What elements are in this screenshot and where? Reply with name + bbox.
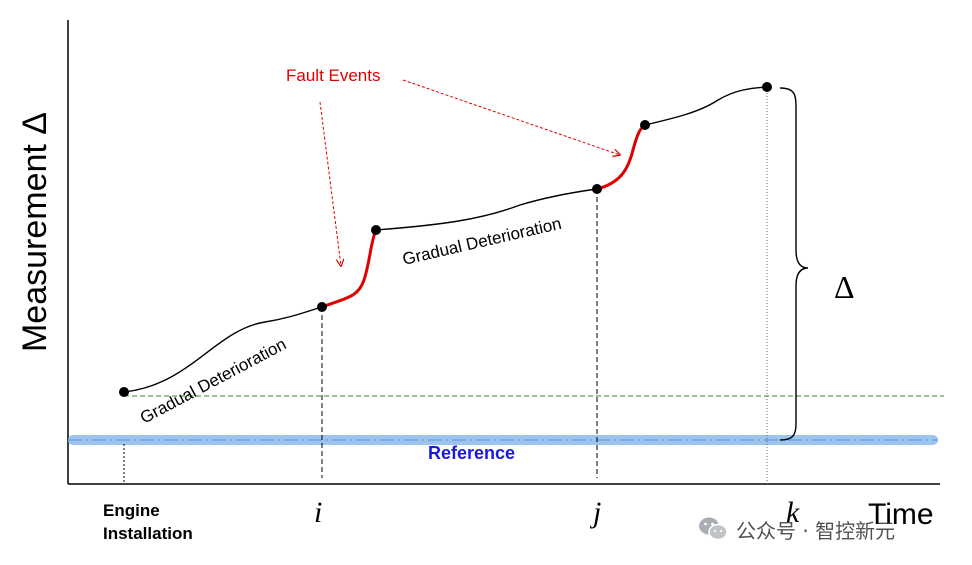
x-tick-k: k <box>786 496 800 529</box>
watermark: 公众号 · 智控新元 <box>696 512 895 546</box>
fault-arrow-1 <box>319 101 341 266</box>
x-tick-engine-line1: Engine <box>103 501 160 520</box>
x-tick-j: j <box>589 496 601 529</box>
point-engine <box>119 387 129 397</box>
x-tick-engine-line2: Installation <box>103 524 193 543</box>
fault-segment-2 <box>596 123 646 191</box>
point-fault1-end <box>371 225 381 235</box>
fault-segment-1 <box>321 229 378 309</box>
watermark-text: 公众号 · 智控新元 <box>736 518 896 543</box>
gradual-label-2: Gradual Deterioration <box>401 214 564 269</box>
y-axis-label: Measurement Δ <box>16 112 54 352</box>
delta-label: Δ <box>834 269 855 305</box>
gradual-curve-1 <box>123 306 323 393</box>
delta-brace <box>779 87 809 441</box>
reference-label: Reference <box>428 443 515 463</box>
point-j <box>592 184 602 194</box>
fault-arrow-2 <box>402 79 620 155</box>
x-tick-i: i <box>314 496 322 529</box>
point-fault2-end <box>640 120 650 130</box>
gradual-curve-2 <box>375 188 598 231</box>
wechat-icon <box>699 517 728 541</box>
gradual-curve-3 <box>644 86 768 126</box>
x-axis-label: Time <box>868 498 934 531</box>
point-k <box>762 82 772 92</box>
point-i <box>317 302 327 312</box>
fault-events-label: Fault Events <box>286 66 381 85</box>
